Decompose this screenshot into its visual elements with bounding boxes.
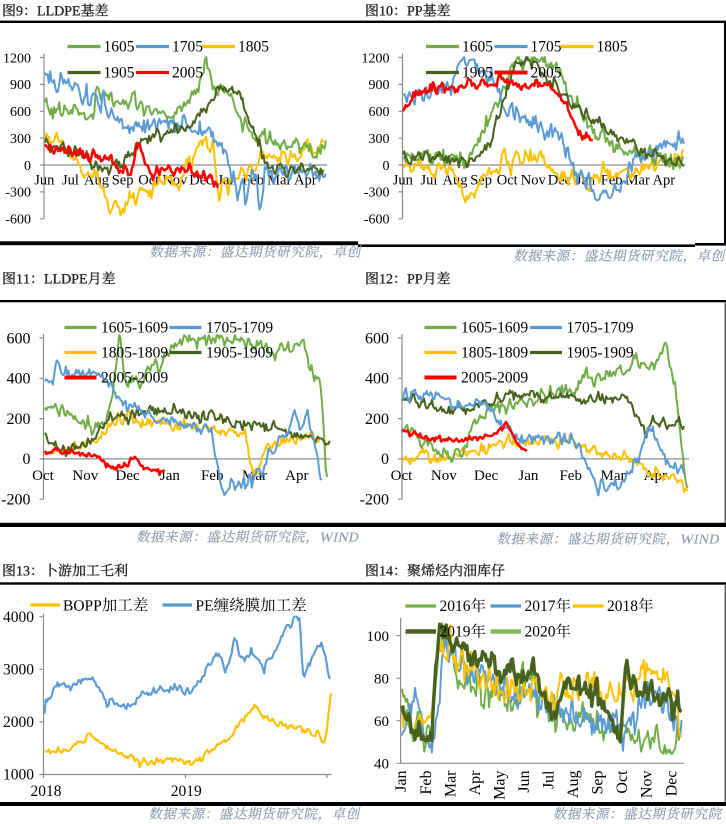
svg-text:2020: 2020 xyxy=(525,624,556,641)
svg-text:Jun: Jun xyxy=(516,771,533,793)
svg-text:Jul: Jul xyxy=(541,770,558,789)
svg-text:Aug: Aug xyxy=(565,771,582,799)
svg-text:1705-1709: 1705-1709 xyxy=(206,320,273,337)
svg-text:100: 100 xyxy=(367,629,390,645)
svg-text:Dec: Dec xyxy=(474,468,498,484)
svg-text:Apr: Apr xyxy=(467,770,484,796)
svg-text:Oct: Oct xyxy=(497,173,518,189)
svg-text:1200: 1200 xyxy=(362,51,390,66)
svg-text:Nov: Nov xyxy=(72,468,98,484)
svg-text:80: 80 xyxy=(374,671,389,687)
svg-text:Jun: Jun xyxy=(34,173,55,189)
svg-text:Nov: Nov xyxy=(431,468,457,484)
svg-text:1905: 1905 xyxy=(462,65,493,82)
svg-text:Apr: Apr xyxy=(294,173,317,189)
svg-text:Apr: Apr xyxy=(653,173,676,189)
svg-text:600: 600 xyxy=(365,330,389,347)
svg-text:Nov: Nov xyxy=(521,173,547,189)
svg-text:Feb: Feb xyxy=(559,468,582,484)
svg-text:Apr: Apr xyxy=(285,468,308,484)
svg-text:2005-2009: 2005-2009 xyxy=(101,370,168,387)
svg-text:1000: 1000 xyxy=(3,767,34,784)
svg-text:0: 0 xyxy=(381,451,389,468)
svg-text:600: 600 xyxy=(10,105,31,120)
svg-text:Nov: Nov xyxy=(639,771,656,799)
svg-text:-600: -600 xyxy=(364,213,390,228)
svg-text:-300: -300 xyxy=(5,186,31,201)
svg-text:2005: 2005 xyxy=(531,65,562,82)
svg-text:Mar: Mar xyxy=(601,468,626,484)
svg-text:Mar: Mar xyxy=(442,770,459,797)
svg-text:40: 40 xyxy=(374,757,389,773)
svg-text:1605: 1605 xyxy=(104,39,135,56)
svg-text:60: 60 xyxy=(374,714,389,730)
svg-text:600: 600 xyxy=(369,105,390,120)
svg-text:900: 900 xyxy=(369,78,390,93)
svg-text:Oct: Oct xyxy=(32,468,54,484)
svg-text:May: May xyxy=(491,771,508,800)
svg-text:1905-1909: 1905-1909 xyxy=(206,345,273,362)
svg-text:300: 300 xyxy=(10,132,31,147)
svg-text:0: 0 xyxy=(383,159,390,174)
svg-text:-200: -200 xyxy=(1,492,30,509)
svg-text:-200: -200 xyxy=(360,492,389,509)
svg-text:1905: 1905 xyxy=(104,65,135,82)
svg-text:0: 0 xyxy=(24,159,31,174)
svg-text:2019: 2019 xyxy=(440,624,471,641)
svg-text:Sep: Sep xyxy=(112,173,134,189)
svg-text:2019: 2019 xyxy=(171,783,202,800)
svg-text:0: 0 xyxy=(23,451,31,468)
svg-text:2017: 2017 xyxy=(525,598,556,615)
svg-text:600: 600 xyxy=(7,330,31,347)
svg-text:2005: 2005 xyxy=(172,65,203,82)
svg-text:1805: 1805 xyxy=(238,39,269,56)
svg-text:2000: 2000 xyxy=(3,714,34,731)
svg-text:Dec: Dec xyxy=(116,468,140,484)
svg-text:1605-1609: 1605-1609 xyxy=(461,320,528,337)
svg-text:-300: -300 xyxy=(364,186,390,201)
svg-text:2005-2009: 2005-2009 xyxy=(461,370,528,387)
svg-text:1805: 1805 xyxy=(597,39,628,56)
svg-text:1605-1609: 1605-1609 xyxy=(101,320,168,337)
svg-text:4000: 4000 xyxy=(3,609,34,626)
svg-text:1805-1809: 1805-1809 xyxy=(461,345,528,362)
svg-text:Jan: Jan xyxy=(518,468,538,484)
svg-text:Jan: Jan xyxy=(393,771,410,792)
svg-text:2018: 2018 xyxy=(607,598,638,615)
svg-text:1705: 1705 xyxy=(531,39,562,56)
svg-text:200: 200 xyxy=(365,411,389,428)
svg-text:Sep: Sep xyxy=(590,771,607,795)
svg-text:1805-1809: 1805-1809 xyxy=(101,345,168,362)
svg-text:400: 400 xyxy=(365,371,389,388)
svg-text:-600: -600 xyxy=(5,213,31,228)
svg-text:1705: 1705 xyxy=(172,39,203,56)
svg-text:Jul: Jul xyxy=(62,173,79,189)
svg-text:2016: 2016 xyxy=(440,598,471,615)
svg-text:2018: 2018 xyxy=(31,783,62,800)
svg-text:3000: 3000 xyxy=(3,662,34,679)
svg-text:1200: 1200 xyxy=(3,51,31,66)
svg-text:300: 300 xyxy=(369,132,390,147)
svg-text:1705-1709: 1705-1709 xyxy=(567,320,634,337)
svg-text:Jan: Jan xyxy=(160,468,180,484)
svg-text:1605: 1605 xyxy=(462,39,493,56)
svg-text:Oct: Oct xyxy=(614,770,631,794)
svg-text:Oct: Oct xyxy=(391,468,413,484)
svg-text:Jun: Jun xyxy=(393,173,414,189)
svg-text:Feb: Feb xyxy=(418,771,435,795)
svg-text:1905-1909: 1905-1909 xyxy=(567,345,634,362)
svg-text:200: 200 xyxy=(7,411,31,428)
svg-text:Dec: Dec xyxy=(663,771,680,797)
svg-text:900: 900 xyxy=(10,78,31,93)
svg-text:400: 400 xyxy=(7,371,31,388)
